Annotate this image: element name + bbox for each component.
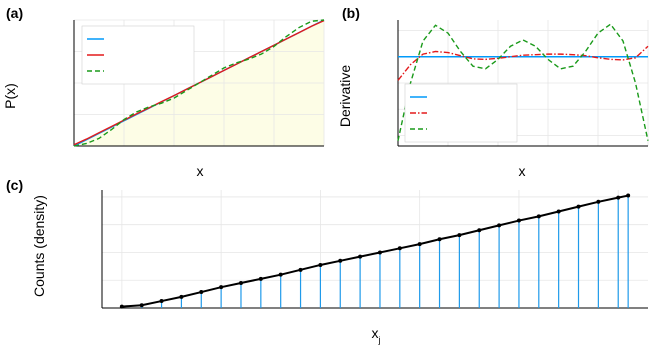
panel-a-ylabel: P(x) xyxy=(2,83,18,109)
panel-b-xlabel: x xyxy=(519,163,526,179)
panel-b-ylabel: Derivative xyxy=(337,65,353,127)
data-point xyxy=(119,304,124,309)
data-point xyxy=(199,290,204,295)
panel-c-xlabel: xj xyxy=(372,325,381,345)
data-point xyxy=(556,209,561,214)
density-outline xyxy=(121,194,629,308)
data-point xyxy=(179,294,184,299)
data-point xyxy=(377,250,382,255)
series-line-chebyshev xyxy=(73,19,325,146)
data-point xyxy=(278,272,283,277)
series-line-chebyshev xyxy=(397,45,649,81)
data-point xyxy=(318,262,323,267)
panel-a-label: (a) xyxy=(6,5,23,21)
data-point xyxy=(159,299,164,304)
data-point xyxy=(258,276,263,281)
data-point xyxy=(437,237,442,242)
data-point xyxy=(358,254,363,259)
data-point xyxy=(477,228,482,233)
data-point xyxy=(497,223,502,228)
panel-c-ylabel: Counts (density) xyxy=(31,195,47,297)
series-line-fourier xyxy=(73,19,325,147)
panel-c: (c) Counts (density) xj xyxy=(6,177,648,345)
data-point xyxy=(576,204,581,209)
data-point xyxy=(219,285,224,290)
data-point xyxy=(616,195,621,200)
data-point xyxy=(536,214,541,219)
data-point xyxy=(626,193,631,198)
series-line-fourier xyxy=(397,23,649,141)
data-point xyxy=(457,233,462,238)
panel-c-label: (c) xyxy=(6,177,23,193)
data-point xyxy=(338,258,343,263)
panel-b-label: (b) xyxy=(342,5,360,21)
data-point xyxy=(298,267,303,272)
data-point xyxy=(238,281,243,286)
data-point xyxy=(516,218,521,223)
data-point xyxy=(417,242,422,247)
panel-b: (b) Derivative x xyxy=(337,5,649,179)
data-point xyxy=(139,303,144,308)
data-point xyxy=(397,246,402,251)
data-point xyxy=(596,199,601,204)
panel-a-xlabel: x xyxy=(197,163,204,179)
panel-a: (a) P(x) x xyxy=(2,5,325,179)
